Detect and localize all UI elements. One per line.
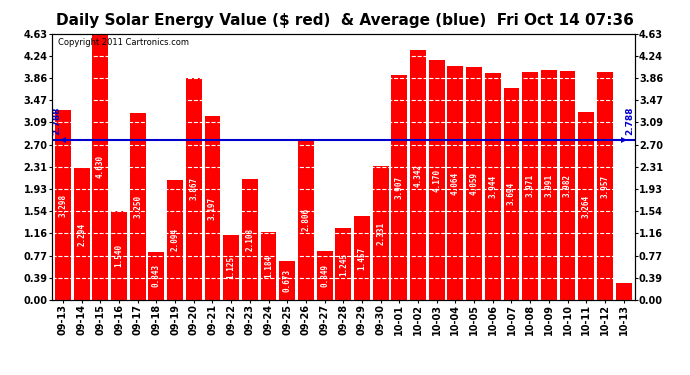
Text: 2.788: 2.788 (625, 106, 634, 135)
Bar (317, 251, 333, 300)
Bar (373, 166, 388, 300)
Text: 3.264: 3.264 (582, 195, 591, 218)
Text: 4.064: 4.064 (451, 172, 460, 195)
Bar (204, 116, 220, 300)
Bar (92, 34, 108, 300)
Text: 3.867: 3.867 (189, 177, 198, 200)
Text: 1.540: 1.540 (115, 244, 124, 267)
Bar (541, 70, 557, 300)
Text: 2.806: 2.806 (302, 208, 310, 231)
Bar (597, 72, 613, 300)
Bar (223, 235, 239, 300)
Bar (447, 66, 464, 300)
Text: 4.170: 4.170 (432, 168, 441, 192)
Bar (391, 75, 407, 300)
Text: 3.694: 3.694 (507, 182, 516, 206)
Bar (298, 139, 314, 300)
Bar (55, 110, 71, 300)
Text: 3.944: 3.944 (489, 175, 497, 198)
Text: 1.125: 1.125 (226, 256, 236, 279)
Text: 0.673: 0.673 (283, 269, 292, 292)
Text: 3.298: 3.298 (59, 194, 68, 217)
Bar (74, 168, 90, 300)
Text: 1.184: 1.184 (264, 254, 273, 278)
Bar (522, 72, 538, 300)
Text: 2.094: 2.094 (170, 228, 179, 251)
Bar (466, 67, 482, 300)
Text: 3.971: 3.971 (526, 174, 535, 197)
Bar (428, 60, 444, 300)
Bar (615, 284, 631, 300)
Bar (130, 113, 146, 300)
Text: Copyright 2011 Cartronics.com: Copyright 2011 Cartronics.com (57, 38, 188, 47)
Bar (111, 211, 127, 300)
Bar (354, 216, 370, 300)
Text: 1.457: 1.457 (357, 246, 366, 270)
Bar (410, 50, 426, 300)
Bar (167, 180, 183, 300)
Bar (148, 252, 164, 300)
Text: 3.197: 3.197 (208, 196, 217, 220)
Text: 2.788: 2.788 (52, 106, 61, 135)
Bar (485, 73, 501, 300)
Text: 3.982: 3.982 (563, 174, 572, 197)
Text: 4.630: 4.630 (96, 155, 105, 178)
Text: 4.342: 4.342 (413, 164, 422, 187)
Bar (261, 232, 277, 300)
Text: 3.991: 3.991 (544, 174, 553, 197)
Text: 3.250: 3.250 (133, 195, 142, 218)
Text: 3.907: 3.907 (395, 176, 404, 199)
Text: 3.957: 3.957 (600, 175, 609, 198)
Bar (242, 179, 258, 300)
Text: 4.059: 4.059 (470, 172, 479, 195)
Text: Daily Solar Energy Value ($ red)  & Average (blue)  Fri Oct 14 07:36: Daily Solar Energy Value ($ red) & Avera… (56, 13, 634, 28)
Bar (335, 228, 351, 300)
Text: 2.294: 2.294 (77, 222, 86, 246)
Text: 2.108: 2.108 (246, 228, 255, 251)
Bar (279, 261, 295, 300)
Bar (560, 71, 575, 300)
Text: 2.331: 2.331 (376, 221, 385, 245)
Bar (578, 112, 594, 300)
Text: 1.245: 1.245 (339, 253, 348, 276)
Text: 0.849: 0.849 (320, 264, 329, 287)
Bar (186, 78, 201, 300)
Text: 0.843: 0.843 (152, 264, 161, 287)
Bar (504, 88, 520, 300)
